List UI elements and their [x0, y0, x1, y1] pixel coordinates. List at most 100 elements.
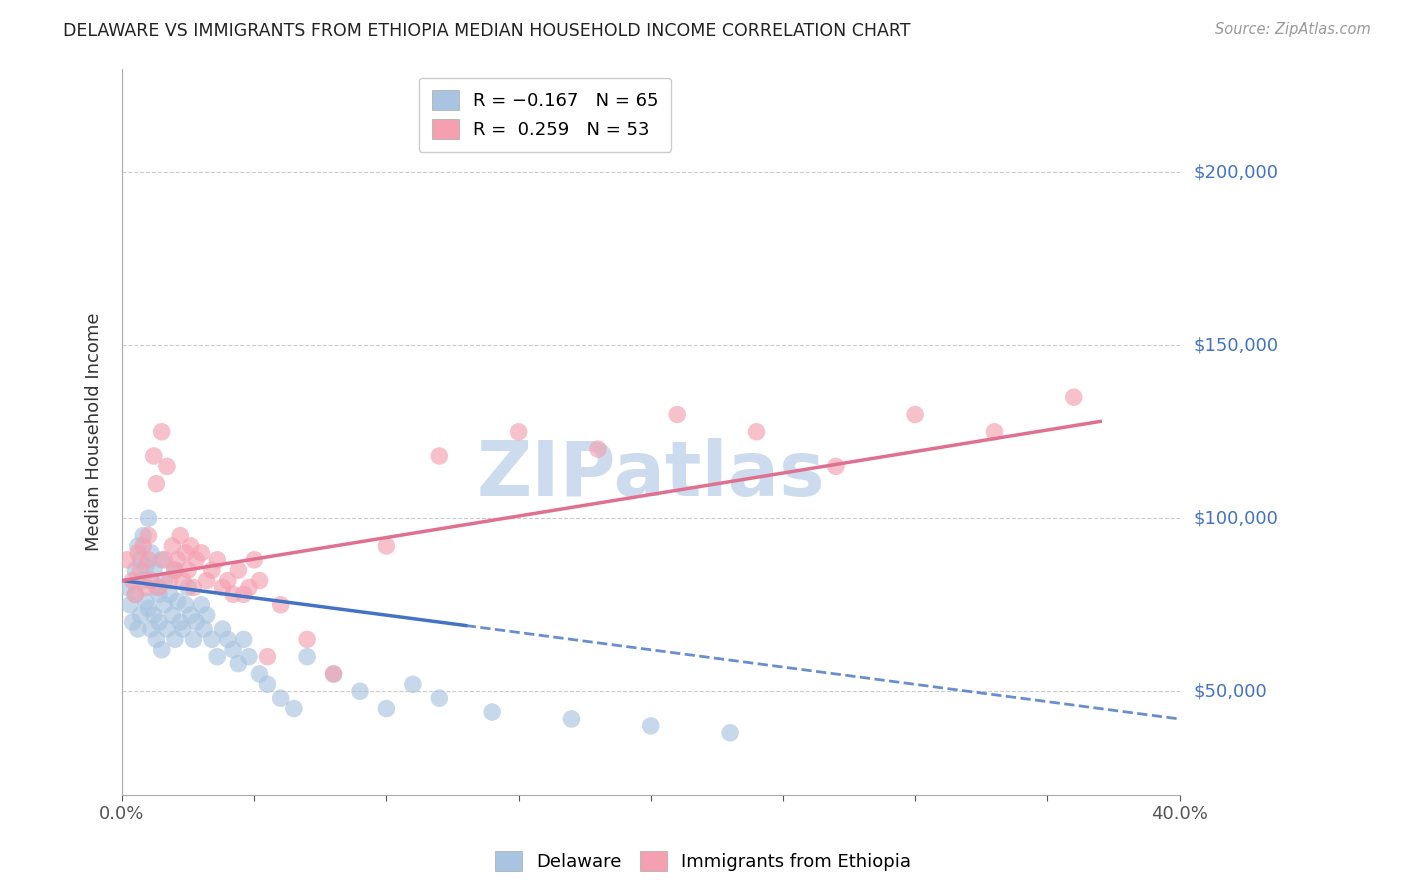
- Point: [256, 649, 278, 664]
- Point: [150, 553, 173, 567]
- Point: [139, 622, 162, 636]
- Point: [138, 511, 160, 525]
- Point: [222, 642, 245, 657]
- Point: [243, 553, 266, 567]
- Point: [211, 622, 233, 636]
- Point: [232, 587, 254, 601]
- Point: [135, 594, 157, 608]
- Point: [127, 622, 149, 636]
- Point: [640, 719, 662, 733]
- Point: [117, 553, 139, 567]
- Point: [183, 632, 205, 647]
- Point: [270, 691, 292, 706]
- Point: [124, 587, 146, 601]
- Point: [184, 553, 207, 567]
- Point: [560, 712, 582, 726]
- Point: [156, 622, 179, 636]
- Point: [904, 408, 927, 422]
- Point: [180, 539, 202, 553]
- Point: [190, 546, 212, 560]
- Point: [228, 657, 250, 671]
- Point: [1063, 390, 1085, 404]
- Point: [256, 677, 278, 691]
- Text: Source: ZipAtlas.com: Source: ZipAtlas.com: [1215, 22, 1371, 37]
- Point: [132, 528, 155, 542]
- Point: [169, 615, 191, 629]
- Point: [162, 608, 184, 623]
- Point: [177, 563, 200, 577]
- Point: [983, 425, 1005, 439]
- Point: [238, 581, 260, 595]
- Point: [166, 594, 188, 608]
- Point: [481, 705, 503, 719]
- Point: [163, 563, 186, 577]
- Point: [142, 608, 165, 623]
- Point: [195, 608, 218, 623]
- Point: [129, 563, 152, 577]
- Text: DELAWARE VS IMMIGRANTS FROM ETHIOPIA MEDIAN HOUSEHOLD INCOME CORRELATION CHART: DELAWARE VS IMMIGRANTS FROM ETHIOPIA MED…: [63, 22, 911, 40]
- Point: [132, 539, 155, 553]
- Legend: Delaware, Immigrants from Ethiopia: Delaware, Immigrants from Ethiopia: [488, 844, 918, 879]
- Point: [138, 553, 160, 567]
- Point: [718, 726, 741, 740]
- Point: [195, 574, 218, 588]
- Point: [427, 691, 450, 706]
- Point: [117, 581, 139, 595]
- Point: [205, 553, 228, 567]
- Point: [148, 581, 170, 595]
- Point: [145, 632, 167, 647]
- Point: [142, 449, 165, 463]
- Point: [163, 563, 186, 577]
- Point: [375, 539, 398, 553]
- Point: [180, 608, 202, 623]
- Point: [824, 459, 846, 474]
- Point: [177, 581, 200, 595]
- Point: [142, 563, 165, 577]
- Point: [153, 574, 176, 588]
- Point: [375, 701, 398, 715]
- Point: [124, 587, 146, 601]
- Point: [217, 574, 239, 588]
- Point: [270, 598, 292, 612]
- Point: [124, 563, 146, 577]
- Point: [127, 546, 149, 560]
- Point: [222, 587, 245, 601]
- Text: $50,000: $50,000: [1194, 682, 1267, 700]
- Point: [153, 553, 176, 567]
- Point: [172, 622, 194, 636]
- Point: [322, 667, 344, 681]
- Point: [121, 615, 143, 629]
- Point: [150, 642, 173, 657]
- Point: [295, 632, 318, 647]
- Point: [153, 598, 176, 612]
- Point: [121, 574, 143, 588]
- Point: [228, 563, 250, 577]
- Point: [166, 553, 188, 567]
- Point: [232, 632, 254, 647]
- Point: [135, 581, 157, 595]
- Text: $150,000: $150,000: [1194, 336, 1278, 354]
- Point: [163, 632, 186, 647]
- Point: [201, 563, 224, 577]
- Point: [402, 677, 425, 691]
- Point: [129, 553, 152, 567]
- Y-axis label: Median Household Income: Median Household Income: [86, 312, 103, 551]
- Point: [295, 649, 318, 664]
- Point: [205, 649, 228, 664]
- Point: [148, 587, 170, 601]
- Point: [139, 574, 162, 588]
- Point: [118, 598, 141, 612]
- Point: [666, 408, 689, 422]
- Point: [172, 574, 194, 588]
- Point: [174, 598, 197, 612]
- Text: $100,000: $100,000: [1194, 509, 1278, 527]
- Point: [427, 449, 450, 463]
- Point: [349, 684, 371, 698]
- Point: [127, 539, 149, 553]
- Point: [174, 546, 197, 560]
- Point: [135, 559, 157, 574]
- Text: $200,000: $200,000: [1194, 163, 1278, 181]
- Point: [193, 622, 215, 636]
- Point: [217, 632, 239, 647]
- Point: [148, 615, 170, 629]
